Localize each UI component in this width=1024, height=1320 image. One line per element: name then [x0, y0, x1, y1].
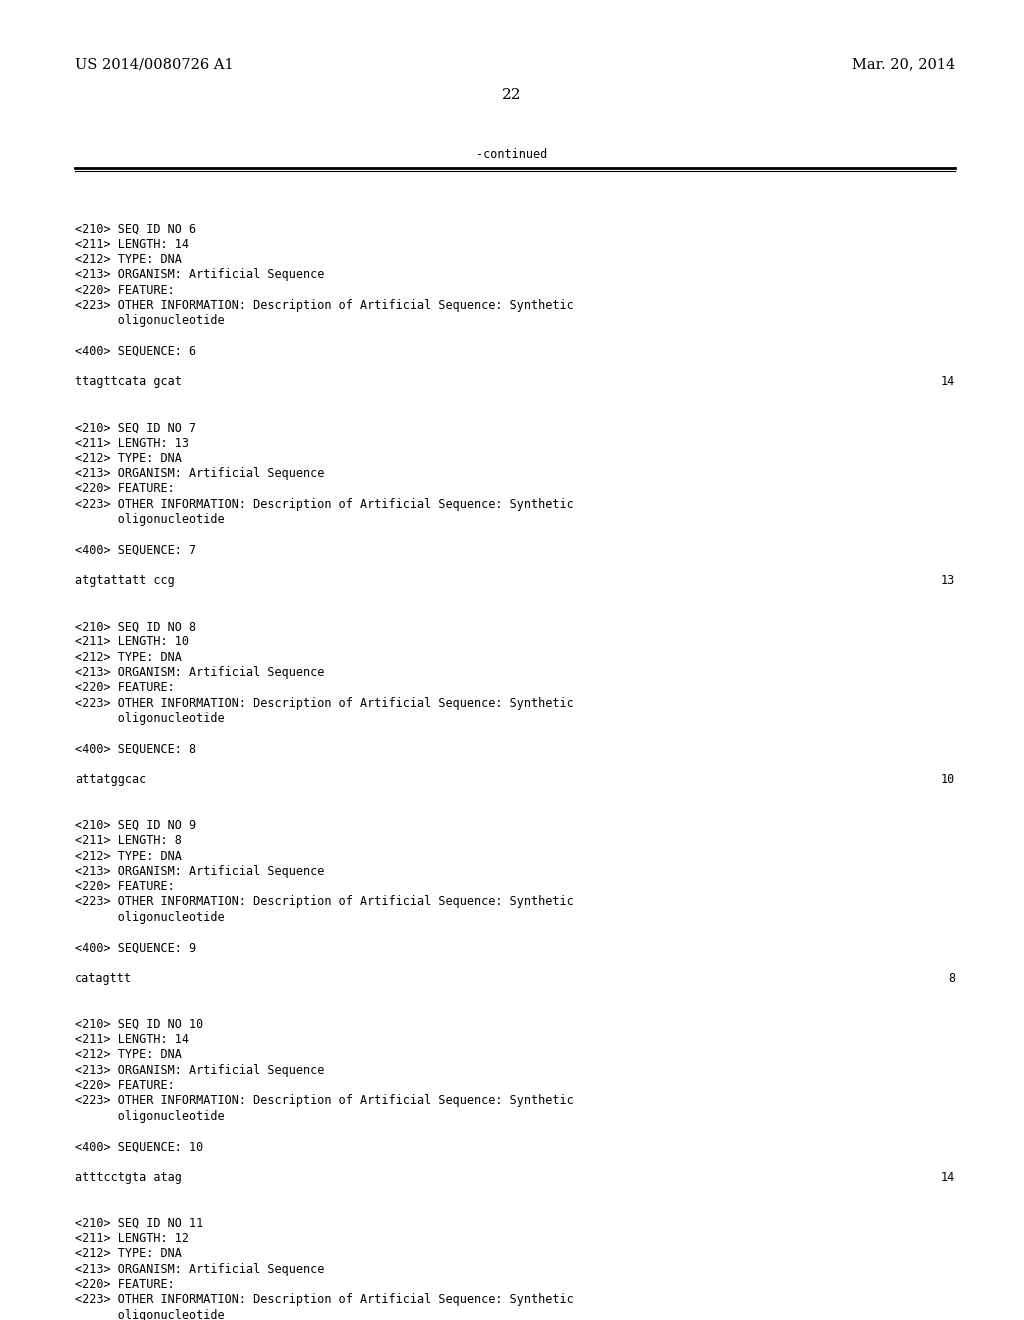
- Text: <211> LENGTH: 14: <211> LENGTH: 14: [75, 1034, 189, 1047]
- Text: <223> OTHER INFORMATION: Description of Artificial Sequence: Synthetic: <223> OTHER INFORMATION: Description of …: [75, 1094, 573, 1107]
- Text: US 2014/0080726 A1: US 2014/0080726 A1: [75, 57, 233, 71]
- Text: ttagttcata gcat: ttagttcata gcat: [75, 375, 182, 388]
- Text: <220> FEATURE:: <220> FEATURE:: [75, 284, 175, 297]
- Text: <210> SEQ ID NO 11: <210> SEQ ID NO 11: [75, 1217, 203, 1230]
- Text: 10: 10: [941, 774, 955, 787]
- Text: <210> SEQ ID NO 7: <210> SEQ ID NO 7: [75, 421, 197, 434]
- Text: <400> SEQUENCE: 7: <400> SEQUENCE: 7: [75, 544, 197, 557]
- Text: atttcctgta atag: atttcctgta atag: [75, 1171, 182, 1184]
- Text: <211> LENGTH: 12: <211> LENGTH: 12: [75, 1232, 189, 1245]
- Text: <220> FEATURE:: <220> FEATURE:: [75, 482, 175, 495]
- Text: <400> SEQUENCE: 10: <400> SEQUENCE: 10: [75, 1140, 203, 1154]
- Text: <210> SEQ ID NO 9: <210> SEQ ID NO 9: [75, 818, 197, 832]
- Text: <212> TYPE: DNA: <212> TYPE: DNA: [75, 1247, 182, 1261]
- Text: <220> FEATURE:: <220> FEATURE:: [75, 681, 175, 694]
- Text: <220> FEATURE:: <220> FEATURE:: [75, 1078, 175, 1092]
- Text: 14: 14: [941, 1171, 955, 1184]
- Text: <400> SEQUENCE: 8: <400> SEQUENCE: 8: [75, 742, 197, 755]
- Text: 13: 13: [941, 574, 955, 587]
- Text: oligonucleotide: oligonucleotide: [75, 1110, 224, 1123]
- Text: oligonucleotide: oligonucleotide: [75, 1308, 224, 1320]
- Text: <212> TYPE: DNA: <212> TYPE: DNA: [75, 850, 182, 862]
- Text: 8: 8: [948, 972, 955, 985]
- Text: <400> SEQUENCE: 6: <400> SEQUENCE: 6: [75, 345, 197, 358]
- Text: <212> TYPE: DNA: <212> TYPE: DNA: [75, 451, 182, 465]
- Text: oligonucleotide: oligonucleotide: [75, 711, 224, 725]
- Text: 14: 14: [941, 375, 955, 388]
- Text: oligonucleotide: oligonucleotide: [75, 513, 224, 525]
- Text: <220> FEATURE:: <220> FEATURE:: [75, 880, 175, 894]
- Text: <223> OTHER INFORMATION: Description of Artificial Sequence: Synthetic: <223> OTHER INFORMATION: Description of …: [75, 895, 573, 908]
- Text: <212> TYPE: DNA: <212> TYPE: DNA: [75, 651, 182, 664]
- Text: atgtattatt ccg: atgtattatt ccg: [75, 574, 175, 587]
- Text: <211> LENGTH: 13: <211> LENGTH: 13: [75, 437, 189, 450]
- Text: -continued: -continued: [476, 148, 548, 161]
- Text: <212> TYPE: DNA: <212> TYPE: DNA: [75, 253, 182, 265]
- Text: <213> ORGANISM: Artificial Sequence: <213> ORGANISM: Artificial Sequence: [75, 1064, 325, 1077]
- Text: Mar. 20, 2014: Mar. 20, 2014: [852, 57, 955, 71]
- Text: oligonucleotide: oligonucleotide: [75, 314, 224, 327]
- Text: <212> TYPE: DNA: <212> TYPE: DNA: [75, 1048, 182, 1061]
- Text: <223> OTHER INFORMATION: Description of Artificial Sequence: Synthetic: <223> OTHER INFORMATION: Description of …: [75, 697, 573, 710]
- Text: attatggcac: attatggcac: [75, 774, 146, 787]
- Text: <210> SEQ ID NO 8: <210> SEQ ID NO 8: [75, 620, 197, 634]
- Text: <211> LENGTH: 14: <211> LENGTH: 14: [75, 238, 189, 251]
- Text: <213> ORGANISM: Artificial Sequence: <213> ORGANISM: Artificial Sequence: [75, 467, 325, 480]
- Text: oligonucleotide: oligonucleotide: [75, 911, 224, 924]
- Text: <213> ORGANISM: Artificial Sequence: <213> ORGANISM: Artificial Sequence: [75, 268, 325, 281]
- Text: <400> SEQUENCE: 9: <400> SEQUENCE: 9: [75, 941, 197, 954]
- Text: <213> ORGANISM: Artificial Sequence: <213> ORGANISM: Artificial Sequence: [75, 865, 325, 878]
- Text: <210> SEQ ID NO 10: <210> SEQ ID NO 10: [75, 1018, 203, 1031]
- Text: <211> LENGTH: 10: <211> LENGTH: 10: [75, 635, 189, 648]
- Text: <213> ORGANISM: Artificial Sequence: <213> ORGANISM: Artificial Sequence: [75, 1263, 325, 1275]
- Text: <223> OTHER INFORMATION: Description of Artificial Sequence: Synthetic: <223> OTHER INFORMATION: Description of …: [75, 498, 573, 511]
- Text: catagttt: catagttt: [75, 972, 132, 985]
- Text: <223> OTHER INFORMATION: Description of Artificial Sequence: Synthetic: <223> OTHER INFORMATION: Description of …: [75, 298, 573, 312]
- Text: 22: 22: [502, 88, 522, 102]
- Text: <213> ORGANISM: Artificial Sequence: <213> ORGANISM: Artificial Sequence: [75, 667, 325, 678]
- Text: <220> FEATURE:: <220> FEATURE:: [75, 1278, 175, 1291]
- Text: <223> OTHER INFORMATION: Description of Artificial Sequence: Synthetic: <223> OTHER INFORMATION: Description of …: [75, 1294, 573, 1307]
- Text: <210> SEQ ID NO 6: <210> SEQ ID NO 6: [75, 222, 197, 235]
- Text: <211> LENGTH: 8: <211> LENGTH: 8: [75, 834, 182, 847]
